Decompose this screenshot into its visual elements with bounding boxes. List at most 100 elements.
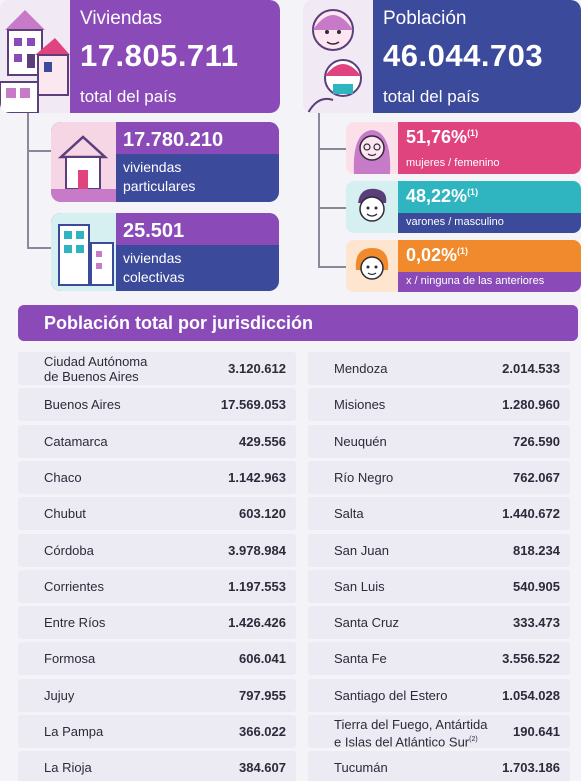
jurisdiction-population: 190.641 (513, 724, 560, 739)
jurisdiction-name: Formosa (44, 651, 96, 666)
jurisdiction-name: Santiago del Estero (334, 688, 448, 703)
jurisdiction-population: 17.569.053 (220, 397, 286, 412)
table-row: Córdoba 3.978.984 (18, 534, 296, 567)
building-icon (51, 213, 116, 291)
viviendas-sub: total del país (80, 87, 177, 106)
table-row: San Luis 540.905 (308, 570, 570, 603)
jurisdiction-population: 3.120.612 (228, 361, 286, 376)
jurisdiction-name: Chaco (44, 470, 82, 485)
varones-label: varones / masculino (406, 216, 504, 228)
jurisdiction-name: La Rioja (44, 760, 92, 775)
jurisdiction-name: Santa Cruz (334, 615, 400, 630)
connector-line (27, 113, 29, 248)
connector-line (27, 247, 51, 249)
jurisdiction-name: Córdoba (44, 543, 94, 558)
jurisdiction-name: Buenos Aires (44, 397, 121, 412)
table-row: Santa Fe 3.556.522 (308, 642, 570, 675)
jurisdiction-name: Misiones (334, 397, 386, 412)
jurisdiction-population: 762.067 (513, 470, 560, 485)
jurisdiction-population: 1.440.672 (502, 506, 560, 521)
jurisdiction-population: 3.978.984 (228, 543, 286, 558)
jurisdiction-name: San Luis (334, 579, 385, 594)
jurisdiction-population: 1.703.186 (502, 760, 560, 775)
jurisdiction-name: San Juan (334, 543, 389, 558)
table-row: Entre Ríos 1.426.426 (18, 606, 296, 639)
jurisdiction-name: Entre Ríos (44, 615, 106, 630)
jurisdiction-population: 1.426.426 (228, 615, 286, 630)
jurisdiction-name: Santa Fe (334, 651, 387, 666)
mujeres-card: 51,76%(1) mujeres / femenino (346, 122, 581, 174)
jurisdiction-population: 818.234 (513, 543, 560, 558)
viviendas-label: Viviendas (80, 8, 163, 29)
house-icon (51, 122, 116, 202)
jurisdiction-name: Chubut (44, 506, 86, 521)
table-row: Catamarca 429.556 (18, 425, 296, 458)
jurisdiction-population: 1.142.963 (228, 470, 286, 485)
jurisdiction-name: Jujuy (44, 688, 75, 703)
table-row: Buenos Aires 17.569.053 (18, 388, 296, 421)
table-row: Jujuy 797.955 (18, 679, 296, 712)
table-row: San Juan 818.234 (308, 534, 570, 567)
table-row: Neuquén 726.590 (308, 425, 570, 458)
man-face-icon (346, 181, 398, 233)
table-row: Corrientes 1.197.553 (18, 570, 296, 603)
otros-label: x / ninguna de las anteriores (406, 275, 545, 287)
viviendas-colectivas-label: viviendas colectivas (123, 250, 185, 285)
viviendas-particulares-label: viviendas particulares (123, 159, 196, 194)
jurisdiction-name: Tucumán (334, 760, 388, 775)
jurisdiction-name: Río Negro (334, 470, 394, 485)
jurisdiction-population: 429.556 (239, 434, 286, 449)
jurisdiction-population: 333.473 (513, 615, 560, 630)
connector-line (318, 266, 346, 268)
houses-illustration-icon (0, 0, 70, 113)
table-row: Río Negro 762.067 (308, 461, 570, 494)
jurisdiction-name: Catamarca (44, 434, 108, 449)
table-row: Chubut 603.120 (18, 497, 296, 530)
jurisdiction-population: 603.120 (239, 506, 286, 521)
table-row: La Pampa 366.022 (18, 715, 296, 748)
viviendas-colectivas-number: 25.501 (123, 220, 185, 242)
otros-percent: 0,02%(1) (406, 245, 469, 265)
connector-line (318, 113, 320, 268)
viviendas-total: 17.805.711 (80, 38, 239, 73)
people-illustration-icon (303, 0, 373, 113)
jurisdiction-population: 797.955 (239, 688, 286, 703)
table-row: La Rioja 384.607 (18, 751, 296, 781)
table-row: Tucumán 1.703.186 (308, 751, 570, 781)
jurisdiction-population: 1.054.028 (502, 688, 560, 703)
jurisdiction-population: 606.041 (239, 651, 286, 666)
connector-line (318, 207, 346, 209)
jurisdiction-population: 1.197.553 (228, 579, 286, 594)
table-row: Mendoza 2.014.533 (308, 352, 570, 385)
table-title: Población total por jurisdicción (44, 313, 314, 333)
viviendas-card: Viviendas 17.805.711 total del país (0, 0, 280, 113)
table-header: Población total por jurisdicción (18, 305, 578, 341)
jurisdiction-population: 540.905 (513, 579, 560, 594)
connector-line (27, 150, 51, 152)
jurisdiction-name: Tierra del Fuego, Antártida e Islas del A… (334, 717, 488, 750)
viviendas-colectivas-card: 25.501 viviendas colectivas (51, 213, 279, 291)
poblacion-card: Población 46.044.703 total del país (303, 0, 581, 113)
jurisdiction-name: Ciudad Autónoma de Buenos Aires (44, 354, 148, 384)
jurisdiction-population: 2.014.533 (502, 361, 560, 376)
table-row: Tierra del Fuego, Antártida e Islas del A… (308, 715, 570, 750)
woman-face-icon (346, 122, 398, 174)
jurisdiction-name: Salta (334, 506, 364, 521)
varones-card: 48,22%(1) varones / masculino (346, 181, 581, 233)
table-row: Formosa 606.041 (18, 642, 296, 675)
table-row: Ciudad Autónoma de Buenos Aires 3.120.612 (18, 352, 296, 385)
person-face-icon (346, 240, 398, 292)
jurisdiction-population: 726.590 (513, 434, 560, 449)
otros-card: 0,02%(1) x / ninguna de las anteriores (346, 240, 581, 292)
poblacion-total: 46.044.703 (383, 38, 544, 73)
poblacion-sub: total del país (383, 87, 480, 106)
table-row: Chaco 1.142.963 (18, 461, 296, 494)
jurisdiction-name: Corrientes (44, 579, 104, 594)
mujeres-percent: 51,76%(1) (406, 127, 479, 147)
table-row: Santa Cruz 333.473 (308, 606, 570, 639)
table-row: Santiago del Estero 1.054.028 (308, 679, 570, 712)
jurisdiction-name: La Pampa (44, 724, 104, 739)
poblacion-label: Población (383, 8, 467, 29)
viviendas-particulares-card: 17.780.210 viviendas particulares (51, 122, 279, 202)
jurisdiction-population: 3.556.522 (502, 651, 560, 666)
